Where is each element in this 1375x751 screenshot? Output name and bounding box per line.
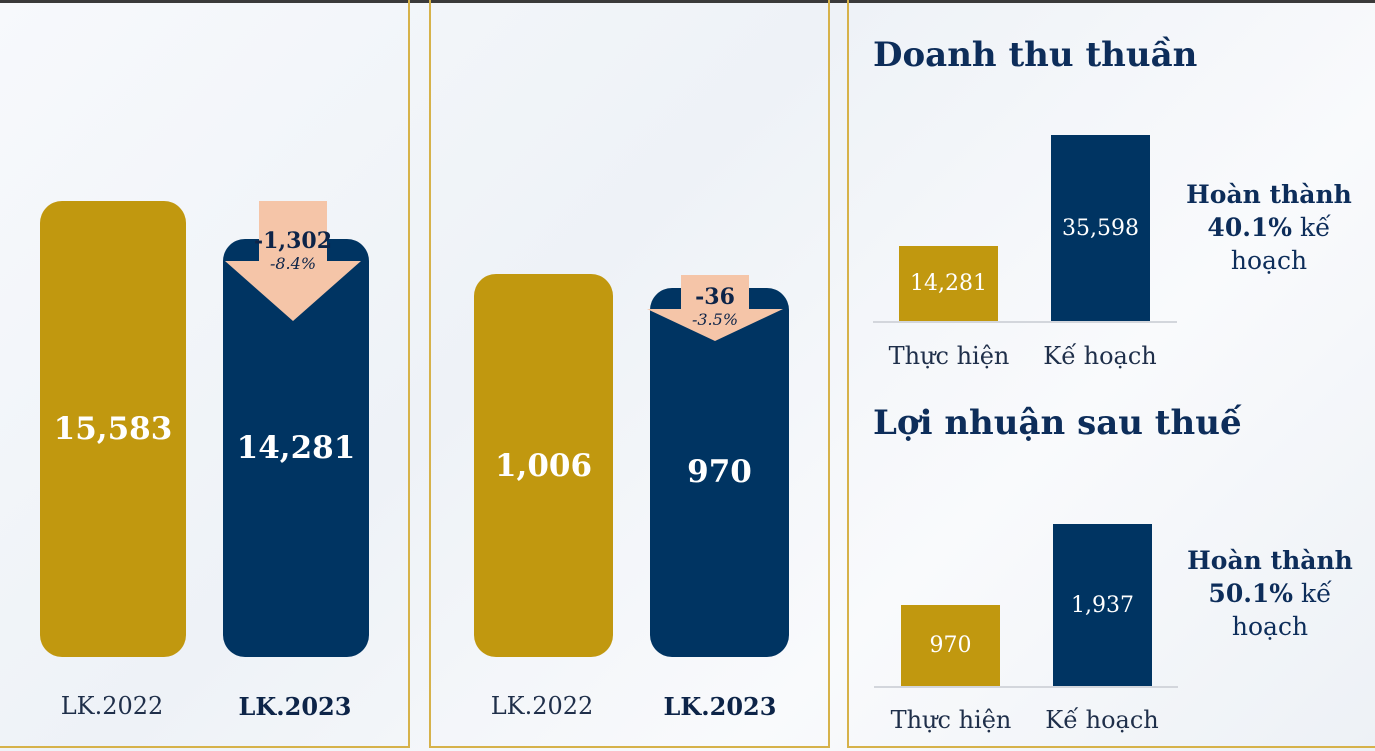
completion-suffix: kế bbox=[1301, 579, 1332, 608]
change-percent: -3.5% bbox=[691, 310, 739, 329]
bar-value-label: 970 bbox=[687, 454, 752, 491]
bar-plan-revenue: 35,598 bbox=[1051, 135, 1150, 321]
completion-percent: 40.1% bbox=[1207, 213, 1293, 242]
x-label-plan: Kế hoạch bbox=[1045, 706, 1159, 734]
completion-suffix-2: hoạch bbox=[1230, 246, 1308, 275]
change-annotation: -1,302 -8.4% bbox=[225, 228, 361, 273]
bar-actual-profit: 970 bbox=[901, 604, 1000, 686]
bar-value-label: 35,598 bbox=[1062, 215, 1139, 241]
bar-plan-profit: 1,937 bbox=[1053, 524, 1152, 686]
bar-actual-revenue: 14,281 bbox=[899, 246, 998, 321]
chart-title-profit: Lợi nhuận sau thuế bbox=[873, 403, 1242, 443]
bar-value-label: 970 bbox=[929, 632, 972, 658]
change-delta: -1,302 bbox=[253, 228, 333, 254]
x-label-actual: Thực hiện bbox=[890, 706, 1012, 734]
completion-percent: 50.1% bbox=[1208, 579, 1294, 608]
completion-prefix: Hoàn thành bbox=[1187, 546, 1353, 575]
x-label-actual: Thực hiện bbox=[888, 342, 1010, 370]
completion-suffix-2: hoạch bbox=[1231, 612, 1309, 641]
chart-title-revenue: Doanh thu thuần bbox=[873, 35, 1198, 75]
top-divider-line bbox=[0, 0, 1375, 3]
x-label-lk2023: LK.2023 bbox=[238, 692, 352, 721]
bar-value-label: 14,281 bbox=[910, 271, 987, 297]
x-label-lk2022: LK.2022 bbox=[490, 692, 594, 720]
revenue-comparison-panel bbox=[0, 0, 410, 748]
plan-completion-panel bbox=[847, 0, 1375, 748]
x-axis-line bbox=[873, 321, 1177, 323]
change-delta: -36 bbox=[695, 284, 735, 310]
x-label-lk2023: LK.2023 bbox=[663, 692, 777, 721]
completion-suffix: kế bbox=[1300, 213, 1331, 242]
x-label-lk2022: LK.2022 bbox=[60, 692, 164, 720]
bar-lk2022-revenue: 15,583 bbox=[40, 201, 186, 657]
bar-value-label: 15,583 bbox=[53, 411, 173, 447]
x-axis-line bbox=[874, 686, 1178, 688]
bar-value-label: 1,006 bbox=[494, 447, 593, 484]
change-percent: -8.4% bbox=[269, 254, 317, 273]
bar-value-label: 1,937 bbox=[1071, 592, 1134, 618]
completion-prefix: Hoàn thành bbox=[1186, 180, 1352, 209]
profit-comparison-panel bbox=[429, 0, 830, 748]
bar-lk2023-profit: 970 bbox=[650, 287, 789, 657]
change-annotation: -36 -3.5% bbox=[647, 284, 783, 329]
bar-value-label: 14,281 bbox=[236, 430, 356, 467]
completion-note-revenue: Hoàn thành 40.1% kế hoạch bbox=[1184, 178, 1354, 277]
down-arrow-icon bbox=[225, 201, 361, 321]
x-label-plan: Kế hoạch bbox=[1043, 342, 1157, 370]
bar-lk2022-profit: 1,006 bbox=[474, 274, 613, 657]
completion-note-profit: Hoàn thành 50.1% kế hoạch bbox=[1185, 544, 1355, 643]
down-arrow-icon bbox=[647, 275, 783, 341]
